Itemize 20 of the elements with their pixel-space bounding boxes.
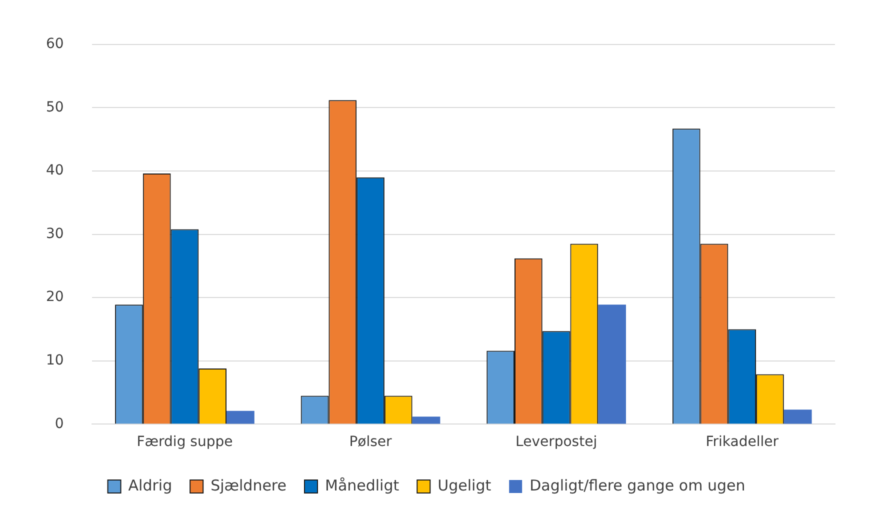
y-tick-label: 30 <box>46 226 64 242</box>
y-tick-label: 0 <box>54 416 64 432</box>
x-tick-label: Frikadeller <box>706 434 779 450</box>
legend-label: Månedligt <box>324 476 400 494</box>
bar <box>226 410 254 424</box>
bar <box>598 304 626 424</box>
x-tick-label: Færdig suppe <box>136 434 233 450</box>
bar <box>784 410 812 424</box>
y-tick-label: 50 <box>46 99 64 116</box>
legend-label: Sjældnere <box>210 476 287 494</box>
y-tick-label: 60 <box>46 36 64 52</box>
legend-label: Aldrig <box>128 476 172 494</box>
y-tick-label: 40 <box>46 162 64 179</box>
legend-label: Ugeligt <box>438 476 492 494</box>
legend-label: Dagligt/flere gange om ugen <box>530 476 746 494</box>
x-tick-label: Leverpostej <box>516 434 598 450</box>
y-tick-label: 10 <box>46 352 64 369</box>
bar <box>412 416 440 424</box>
y-tick-label: 20 <box>46 289 64 306</box>
x-tick-label: Pølser <box>349 434 392 450</box>
